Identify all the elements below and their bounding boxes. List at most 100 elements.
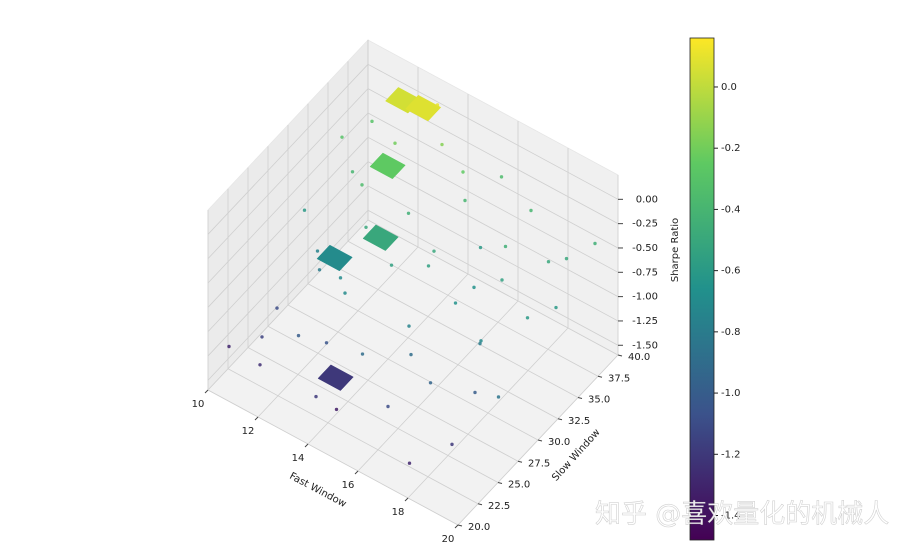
grid-line <box>367 185 619 322</box>
grid-line <box>247 347 499 483</box>
data-point <box>503 244 508 249</box>
x-tick <box>254 416 259 421</box>
grid-line <box>207 64 369 235</box>
data-point <box>343 291 347 295</box>
data-point <box>546 260 551 264</box>
grid-line <box>207 88 369 259</box>
x-tick-label: 16 <box>342 480 355 491</box>
data-point <box>350 170 355 174</box>
x-tick-label: 20 <box>442 534 455 545</box>
data-point <box>360 183 364 187</box>
colorbar-tick-label: -0.6 <box>721 266 741 277</box>
y-tick-label: 22.5 <box>488 501 510 512</box>
data-point <box>406 211 411 216</box>
data-point <box>370 119 374 124</box>
grid-line <box>207 185 369 357</box>
data-point <box>453 301 458 305</box>
x-tick-label: 14 <box>292 453 305 464</box>
colorbar-tick-label: -0.4 <box>721 204 741 215</box>
x-axis-label: Fast Window <box>288 471 349 510</box>
grid-line <box>207 112 369 284</box>
y-tick-label: 30.0 <box>548 437 570 448</box>
data-point <box>409 352 413 357</box>
grid-line <box>367 219 619 356</box>
data-point <box>463 198 467 203</box>
data-point <box>564 256 569 261</box>
colorbar-tick-label: -1.0 <box>721 388 741 399</box>
surface-patch <box>369 152 406 180</box>
data-point <box>478 341 482 346</box>
data-point <box>479 339 483 343</box>
y-tick <box>557 418 563 421</box>
grid-line <box>227 368 479 505</box>
data-point <box>360 352 365 356</box>
data-point <box>386 404 390 409</box>
x-tick <box>204 389 209 394</box>
data-point <box>435 103 440 107</box>
data-point <box>496 395 501 399</box>
colorbar-tick-label: -1.2 <box>721 449 741 460</box>
z-tick-label: -1.00 <box>632 292 658 303</box>
data-point <box>324 341 329 345</box>
grid-line <box>327 262 579 398</box>
data-point <box>450 442 454 447</box>
x-tick-label: 10 <box>192 399 205 410</box>
data-point <box>260 335 264 339</box>
colorbar-tick-label: 0.0 <box>721 82 737 93</box>
watermark: 知乎 @喜欢量化的机械人 <box>595 500 889 530</box>
surface-patch <box>316 244 353 272</box>
grid-line <box>367 63 619 200</box>
data-point <box>315 249 320 253</box>
grid-line <box>207 161 369 332</box>
colorbar-tick-label: -1.4 <box>721 511 741 522</box>
data-point <box>407 324 411 328</box>
y-axis-label: Slow Window <box>550 427 602 483</box>
y-tick <box>497 482 503 484</box>
z-tick-label: -0.25 <box>632 219 658 230</box>
data-point <box>428 381 433 385</box>
grid-line <box>207 389 459 526</box>
y-tick <box>617 354 623 357</box>
x-tick <box>304 443 309 448</box>
panes <box>207 38 619 526</box>
z-tick-label: 0.00 <box>636 194 658 205</box>
colorbar-tick-label: -0.2 <box>721 143 741 154</box>
x-tick-label: 18 <box>392 507 405 518</box>
data-point <box>426 264 431 268</box>
y-tick-label: 32.5 <box>568 416 590 427</box>
colorbar-tick-label: -0.8 <box>721 327 741 338</box>
grid-line <box>207 137 369 308</box>
data-point <box>499 175 504 179</box>
y-tick <box>477 503 483 506</box>
data-point <box>296 333 301 338</box>
data-point <box>227 344 231 349</box>
y-tick-label: 37.5 <box>608 373 630 384</box>
grid-line <box>207 209 369 381</box>
data-point <box>472 285 476 290</box>
data-point <box>258 363 262 367</box>
data-point <box>554 305 558 310</box>
y-tick <box>537 439 543 442</box>
data-point <box>302 208 307 212</box>
surface-patch <box>405 94 442 122</box>
y-tick-label: 40.0 <box>628 352 650 363</box>
y-tick-label: 27.5 <box>528 458 550 469</box>
grid-line <box>367 209 619 346</box>
x-tick <box>454 524 459 529</box>
y-tick-label: 20.0 <box>468 522 490 533</box>
grid-line <box>347 240 599 377</box>
data-point <box>529 208 533 213</box>
grid-line <box>307 283 559 420</box>
data-point <box>338 276 343 280</box>
data-point <box>317 268 322 272</box>
z-axis-label: Sharpe Ratio <box>670 218 681 282</box>
z-tick-label: -0.75 <box>632 267 658 278</box>
z-tick-label: -1.50 <box>632 340 658 351</box>
data-point <box>525 316 530 320</box>
data-point <box>275 306 279 310</box>
grid-line <box>267 325 519 462</box>
grid-line <box>367 112 619 249</box>
colorbar <box>689 37 715 541</box>
data-point <box>593 241 597 246</box>
